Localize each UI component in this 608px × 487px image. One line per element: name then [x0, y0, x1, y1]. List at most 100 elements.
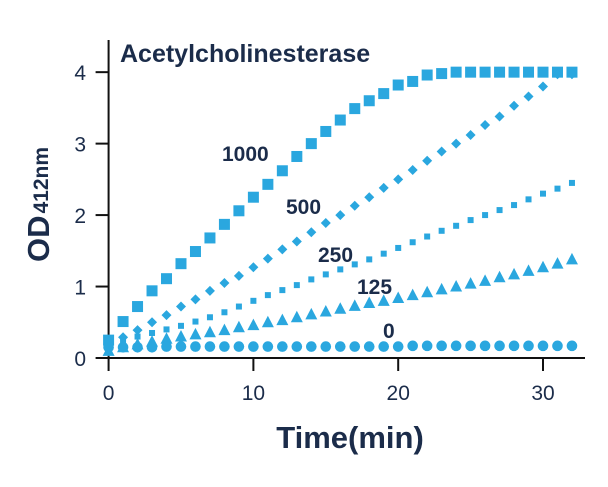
data-point: [132, 325, 143, 336]
data-point: [177, 322, 184, 329]
data-points: [102, 66, 578, 356]
data-point: [233, 270, 244, 281]
data-point: [262, 178, 274, 190]
data-point: [479, 274, 492, 286]
data-point: [262, 341, 274, 352]
data-point: [175, 258, 187, 270]
data-point: [407, 165, 418, 176]
data-point: [204, 232, 216, 244]
y-tick-label: 2: [74, 205, 86, 228]
data-point: [537, 66, 549, 78]
data-point: [103, 341, 114, 353]
data-point: [552, 69, 563, 80]
data-point: [551, 257, 564, 269]
data-point: [320, 217, 331, 228]
data-point: [364, 192, 375, 203]
data-point: [219, 277, 230, 288]
data-point: [322, 271, 329, 278]
data-point: [232, 320, 245, 333]
data-point: [392, 79, 404, 91]
x-tick-label: 20: [387, 382, 410, 405]
data-point: [117, 341, 129, 353]
data-point: [537, 260, 550, 273]
y-axis-label: OD412nm: [21, 147, 56, 262]
data-point: [103, 334, 115, 346]
data-point: [233, 205, 245, 217]
data-point: [146, 341, 158, 353]
series-label-125: 125: [357, 276, 392, 299]
data-point: [277, 341, 288, 352]
data-point: [450, 66, 462, 78]
data-point: [250, 297, 257, 304]
data-point: [378, 182, 389, 193]
series-label-500: 500: [286, 196, 321, 219]
data-point: [337, 266, 344, 273]
data-point: [421, 69, 433, 81]
data-point: [406, 288, 419, 301]
data-point: [291, 341, 303, 352]
data-point: [132, 301, 144, 313]
data-point: [493, 270, 506, 283]
data-point: [566, 340, 578, 352]
data-point: [293, 282, 300, 289]
data-point: [291, 236, 302, 247]
data-point: [508, 340, 520, 352]
y-axis-label-subscript: 412nm: [30, 147, 53, 214]
data-point: [175, 341, 187, 352]
data-point: [554, 185, 561, 192]
data-point: [494, 66, 506, 78]
data-point: [522, 264, 535, 276]
x-axis-label: Time(min): [276, 420, 424, 455]
series-label-0: 0: [383, 320, 395, 343]
data-point: [349, 341, 361, 352]
data-point: [334, 114, 346, 126]
data-point: [436, 340, 447, 352]
series-0: [103, 340, 578, 353]
data-point: [276, 165, 288, 177]
data-point: [407, 75, 419, 87]
data-point: [566, 69, 577, 80]
data-point: [279, 287, 286, 294]
data-point: [508, 66, 520, 78]
data-point: [163, 326, 170, 333]
data-point: [306, 341, 317, 352]
data-point: [189, 327, 202, 340]
data-point: [378, 341, 390, 352]
data-point: [482, 212, 489, 219]
data-point: [438, 227, 445, 234]
data-point: [523, 66, 535, 78]
data-point: [494, 111, 505, 122]
data-point: [407, 340, 418, 352]
data-point: [395, 244, 402, 251]
data-point: [248, 341, 259, 352]
y-axis-label-main: OD: [21, 216, 56, 263]
data-point: [422, 155, 433, 166]
x-tick-label: 0: [103, 382, 115, 405]
data-point: [291, 150, 303, 162]
data-point: [247, 191, 259, 203]
data-point: [218, 323, 231, 336]
data-point: [366, 256, 373, 263]
data-point: [451, 138, 462, 149]
chart-title: Acetylcholinesterase: [120, 40, 370, 68]
data-point: [392, 291, 405, 303]
data-point: [335, 210, 346, 221]
data-point: [496, 207, 503, 214]
data-point: [218, 218, 230, 230]
data-point: [467, 217, 474, 224]
data-point: [377, 294, 390, 306]
data-point: [450, 280, 463, 292]
data-point: [363, 95, 375, 107]
data-point: [221, 309, 228, 316]
data-point: [568, 179, 575, 186]
data-point: [248, 262, 259, 273]
data-point: [247, 318, 260, 331]
data-point: [134, 333, 141, 340]
data-point: [277, 244, 288, 255]
series-125: [102, 252, 578, 356]
data-point: [261, 315, 274, 328]
data-point: [421, 340, 433, 352]
data-point: [378, 88, 390, 100]
